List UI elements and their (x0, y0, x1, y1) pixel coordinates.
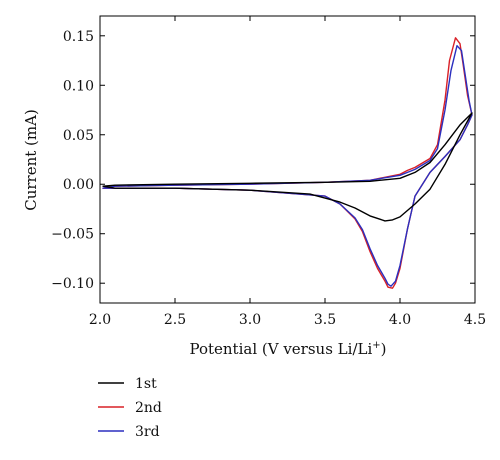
x-axis-label-end: ) (381, 340, 387, 358)
legend: 1st 2nd 3rd (98, 376, 162, 440)
x-tick-label: 3.0 (239, 312, 261, 328)
y-tick-label: 0.05 (63, 128, 94, 144)
series-line-1st (102, 112, 473, 222)
series-line-2nd (102, 37, 473, 289)
series-lines (102, 37, 473, 289)
x-tick-label: 4.5 (464, 312, 486, 328)
x-tick-label: 2.0 (89, 312, 111, 328)
legend-label-2nd: 2nd (135, 400, 162, 416)
plot-area (99, 15, 476, 304)
y-tick-label: 0.00 (63, 177, 94, 193)
x-tick-label: 4.0 (389, 312, 411, 328)
y-tick-label: 0.10 (63, 78, 94, 94)
legend-label-3rd: 3rd (135, 424, 160, 440)
series-line-3rd (102, 45, 473, 287)
x-axis-label-sup: + (372, 340, 380, 351)
y-axis: −0.10 −0.05 0.00 0.05 0.10 0.15 (51, 29, 475, 292)
x-tick-label: 3.5 (314, 312, 336, 328)
x-axis-label: Potential (V versus Li/Li+) (189, 340, 386, 358)
y-tick-label: −0.10 (51, 276, 94, 292)
x-axis-label-main: Potential (V versus Li/Li (189, 340, 372, 358)
x-tick-label: 2.5 (164, 312, 186, 328)
y-axis-label: Current (mA) (22, 109, 40, 211)
legend-label-1st: 1st (135, 376, 157, 392)
y-tick-label: 0.15 (63, 29, 94, 45)
plot-frame (99, 15, 476, 304)
y-tick-label: −0.05 (51, 227, 94, 243)
x-axis: 2.0 2.5 3.0 3.5 4.0 4.5 (89, 16, 486, 328)
